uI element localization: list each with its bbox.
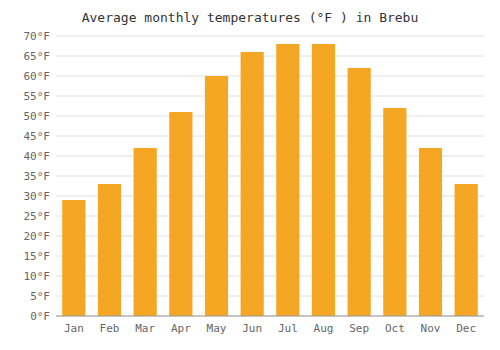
x-tick-label: Mar [135, 322, 155, 335]
x-tick-label: Feb [100, 322, 120, 335]
grid-line [56, 96, 484, 97]
x-tick-label: May [207, 322, 227, 335]
y-tick-label: 55°F [24, 90, 51, 103]
y-tick-label: 0°F [30, 310, 50, 323]
x-tick-label: Aug [314, 322, 334, 335]
y-tick-label: 70°F [24, 30, 51, 43]
x-axis: Jan Feb Mar Apr May Jun Jul Aug Sep Oct Nov Dec [56, 316, 484, 335]
y-tick-label: 60°F [24, 70, 51, 83]
y-tick-label: 30°F [24, 190, 51, 203]
y-tick-label: 65°F [24, 50, 51, 63]
bar [62, 200, 85, 316]
y-tick-label: 20°F [24, 230, 51, 243]
bar [312, 44, 335, 316]
grid-line [56, 76, 484, 77]
y-tick-label: 5°F [30, 290, 50, 303]
x-tick-label: Dec [456, 322, 476, 335]
y-tick-label: 15°F [24, 250, 51, 263]
y-axis: 0°F 5°F 10°F 15°F 20°F 25°F 30°F 35°F 40°F 45°F 50… [24, 30, 485, 323]
x-tick-label: Sep [349, 322, 369, 335]
grid-line [56, 136, 484, 137]
grid-line [56, 56, 484, 57]
x-tick-label: Jul [278, 322, 298, 335]
y-tick-label: 50°F [24, 110, 51, 123]
y-tick-label: 35°F [24, 170, 51, 183]
title: Average monthly temperatures (°F ) in Br… [82, 10, 419, 25]
x-axis-line [56, 316, 484, 317]
y-tick-label: 25°F [24, 210, 51, 223]
bar [169, 112, 192, 316]
bar [205, 76, 228, 316]
bar [455, 184, 478, 316]
bar [276, 44, 299, 316]
bar [98, 184, 121, 316]
y-tick-label: 10°F [24, 270, 51, 283]
bars [62, 44, 478, 316]
grid-line [56, 316, 484, 317]
bar [134, 148, 157, 316]
bar [241, 52, 264, 316]
bar [419, 148, 442, 316]
x-tick-label: Oct [385, 322, 405, 335]
x-tick-label: Nov [421, 322, 441, 335]
grid-line [56, 116, 484, 117]
y-tick-label: 45°F [24, 130, 51, 143]
chart: Average monthly temperatures (°F ) in Br… [0, 0, 500, 350]
grid-line [56, 36, 484, 37]
x-tick-label: Jan [64, 322, 84, 335]
bar [348, 68, 371, 316]
y-tick-label: 40°F [24, 150, 51, 163]
x-tick-label: Apr [171, 322, 191, 335]
x-tick-label: Jun [242, 322, 262, 335]
bar [383, 108, 406, 316]
